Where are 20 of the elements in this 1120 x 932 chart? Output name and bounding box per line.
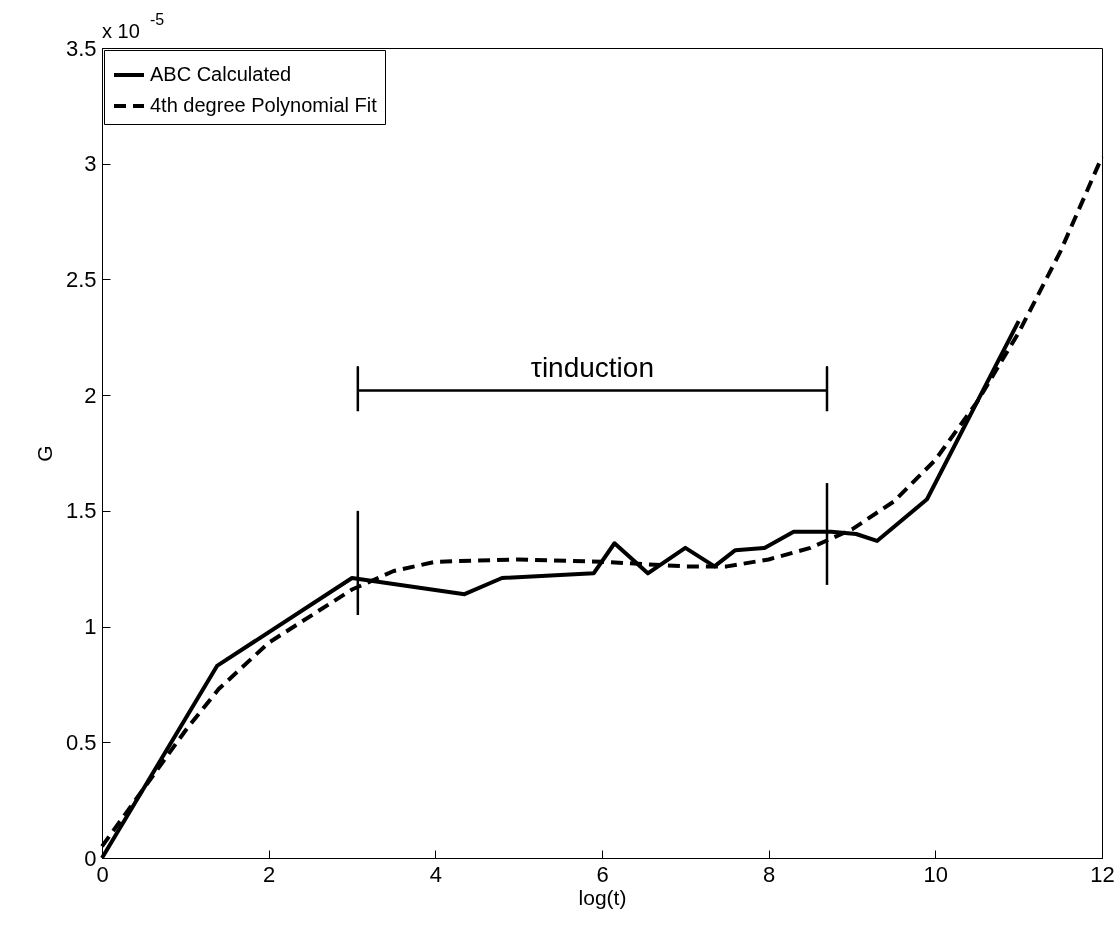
- y-axis-title: G: [32, 445, 56, 462]
- x-tick-label: 8: [763, 861, 776, 887]
- legend-label: 4th degree Polynomial Fit: [150, 94, 378, 116]
- x-axis-title: log(t): [578, 885, 627, 909]
- y-tick-label: 2.5: [65, 266, 97, 292]
- y-tick-label: 0: [84, 845, 97, 871]
- x-tick-label: 2: [263, 861, 276, 887]
- legend-label: ABC Calculated: [150, 63, 292, 85]
- annotation: τinduction: [530, 351, 654, 383]
- x-tick-label: 6: [596, 861, 609, 887]
- y-tick-label: 2: [84, 382, 97, 408]
- y-tick-label: 3.5: [65, 35, 97, 61]
- y-tick-label: 3: [84, 151, 97, 177]
- y-tick-label: 1: [84, 614, 97, 640]
- x-tick-label: 12: [1090, 861, 1115, 887]
- y-tick-label: 1.5: [65, 498, 97, 524]
- x-tick-label: 10: [923, 861, 949, 887]
- x-tick-label: 4: [429, 861, 442, 887]
- y-tick-label: 0.5: [65, 729, 97, 755]
- text: x 10-5: [102, 11, 165, 42]
